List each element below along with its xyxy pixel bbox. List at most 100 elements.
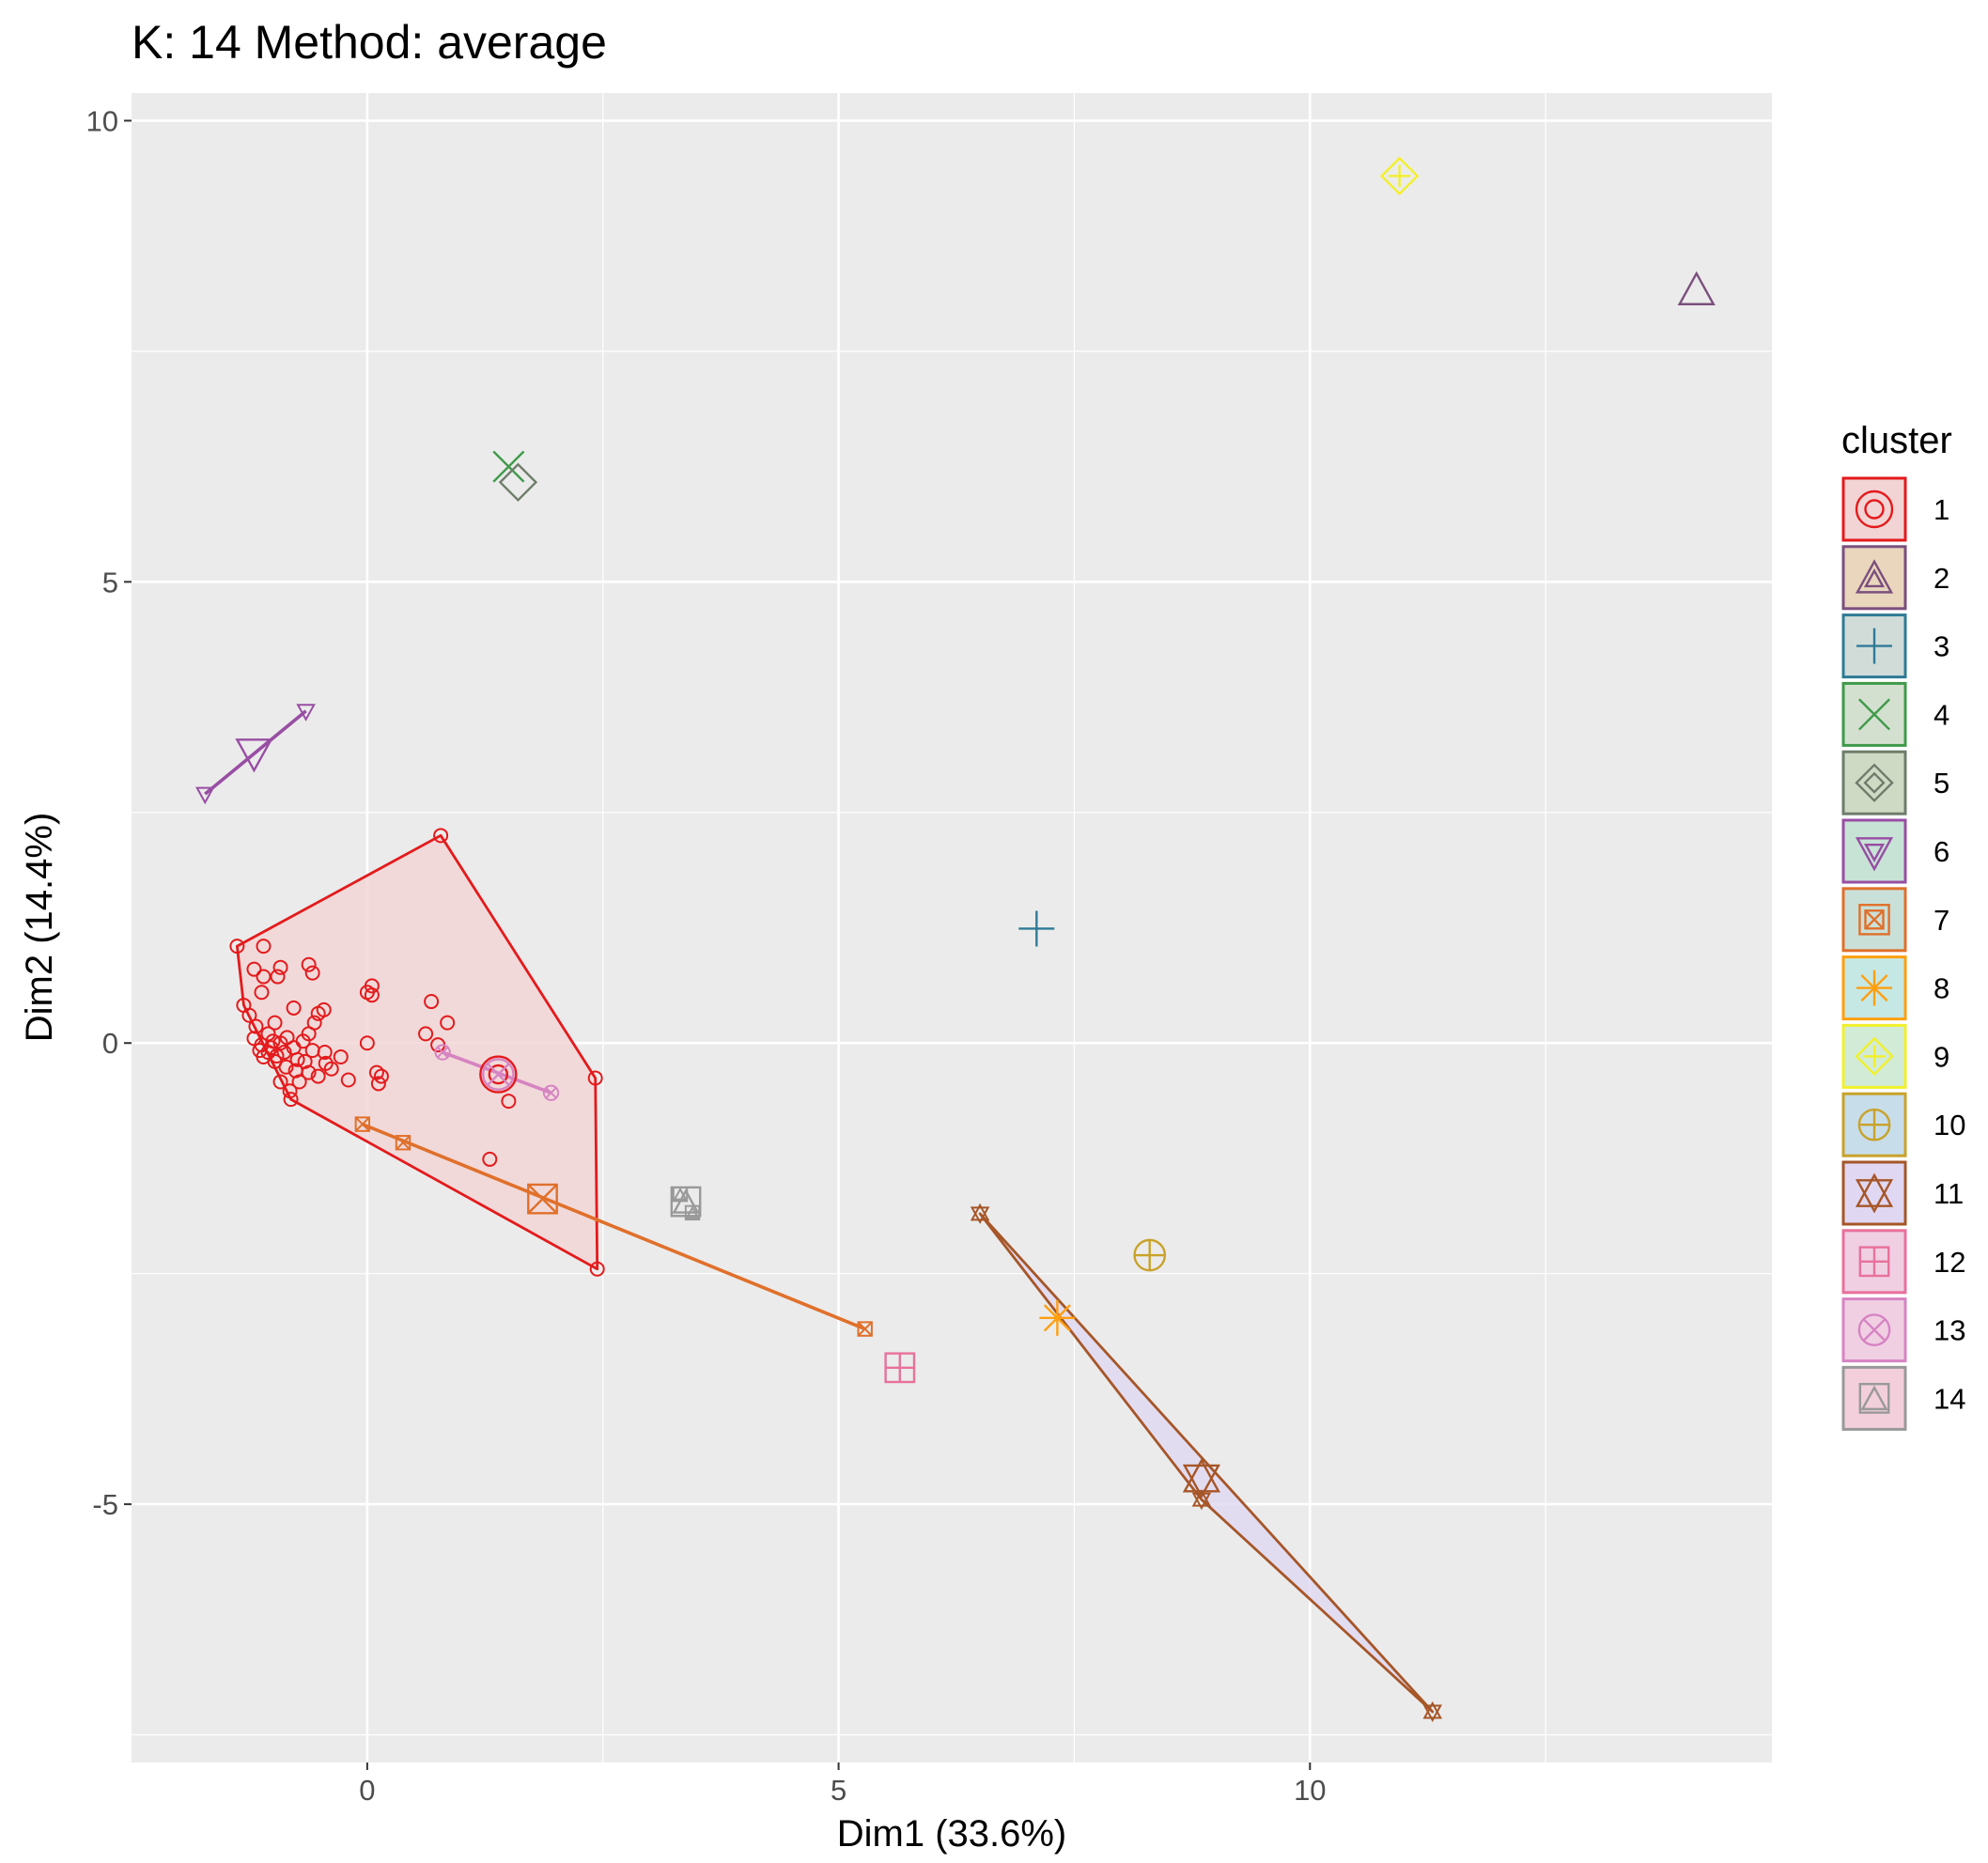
cluster-8-marks xyxy=(1039,1299,1076,1336)
legend-key-box xyxy=(1841,476,1907,542)
marker-part xyxy=(1857,1313,1891,1346)
marker-part xyxy=(1863,568,1886,588)
x-axis-title: Dim1 (33.6%) xyxy=(837,1813,1067,1855)
cluster-1-point xyxy=(316,1001,332,1017)
cluster-9-center xyxy=(1379,156,1420,196)
cluster-1-point xyxy=(269,1048,285,1063)
marker-part xyxy=(857,1321,873,1337)
legend-label: 4 xyxy=(1934,698,1949,731)
cluster-1-marks xyxy=(229,828,605,1277)
marker-part xyxy=(1182,1458,1220,1493)
cluster-7-center xyxy=(527,1183,558,1215)
cluster-1-point xyxy=(270,969,286,985)
cluster-1-point xyxy=(282,1083,298,1099)
marker-part xyxy=(1677,271,1716,305)
x-tick-label: 10 xyxy=(1294,1774,1326,1807)
cluster-1-point xyxy=(283,1092,299,1108)
x-tick-label: 5 xyxy=(831,1774,846,1807)
marker-part xyxy=(1191,1492,1212,1511)
legend-key-symbol xyxy=(1855,1036,1894,1077)
cluster-13-center xyxy=(481,1058,515,1091)
marker-part xyxy=(304,965,320,981)
cluster-3-marks xyxy=(1018,910,1055,947)
legend-label: 11 xyxy=(1934,1177,1964,1210)
legend-label: 8 xyxy=(1934,972,1949,1005)
cluster-1-point xyxy=(418,1026,434,1042)
cluster-14-center xyxy=(670,1186,702,1218)
marker-part xyxy=(235,738,273,773)
cluster-5-center xyxy=(498,462,538,503)
marker-part xyxy=(241,1007,257,1023)
cluster-1-point xyxy=(272,959,288,975)
grid-lines xyxy=(132,93,1772,1762)
legend-item-5: 5 xyxy=(1841,750,1949,815)
legend-key-symbol xyxy=(1858,698,1890,731)
cluster-13-marks xyxy=(434,1044,560,1101)
marker-part xyxy=(1858,698,1890,731)
legend-key-box xyxy=(1841,818,1907,884)
cluster-3-center xyxy=(1018,910,1055,947)
legend-key-symbol xyxy=(1856,628,1892,664)
cluster-11-hull xyxy=(978,1212,1435,1714)
marker-part xyxy=(1043,1304,1071,1332)
marker-part xyxy=(1860,1385,1888,1411)
cluster-1-point xyxy=(241,1007,257,1023)
cluster-1-point xyxy=(252,1043,268,1059)
marker-part xyxy=(354,1116,371,1132)
marker-part xyxy=(437,1046,449,1059)
y-axis-title: Dim2 (14.4%) xyxy=(19,813,60,1043)
cluster-6-center xyxy=(235,738,273,773)
cluster-hulls xyxy=(204,709,1435,1714)
legend-label: 1 xyxy=(1934,493,1949,526)
legend-label: 7 xyxy=(1934,904,1949,937)
chart-title: K: 14 Method: average xyxy=(132,16,607,69)
cluster-7-point xyxy=(354,1116,371,1132)
legend-key-box xyxy=(1841,545,1907,611)
cluster-1-point xyxy=(317,1045,333,1061)
cluster-5-marks xyxy=(498,462,538,503)
cluster-14-marks xyxy=(670,1186,702,1221)
x-tick-label: 0 xyxy=(359,1774,375,1807)
cluster-11-marks xyxy=(970,1203,1443,1723)
marker-part xyxy=(1855,559,1894,594)
cluster-1-point xyxy=(424,994,440,1010)
marker-part xyxy=(970,1203,990,1221)
cluster-4-marks xyxy=(492,450,525,483)
marker-part xyxy=(587,1070,603,1086)
legend-item-8: 8 xyxy=(1841,955,1949,1021)
marker-part xyxy=(359,1035,375,1051)
cluster-11-point xyxy=(970,1203,990,1224)
marker-part xyxy=(333,1048,349,1064)
marker-part xyxy=(359,985,375,1001)
marker-part xyxy=(1864,909,1885,930)
legend-label: 9 xyxy=(1934,1040,1949,1073)
cluster-1-point xyxy=(246,961,262,977)
marker-part xyxy=(291,1074,307,1090)
marker-part xyxy=(1422,1700,1443,1719)
cluster-6-point xyxy=(296,704,316,722)
cluster-1-point xyxy=(301,1064,317,1080)
marker-part xyxy=(296,704,316,722)
marker-part xyxy=(545,1087,557,1099)
marker-part xyxy=(301,1064,317,1080)
marker-part xyxy=(1855,1172,1894,1207)
marker-part xyxy=(542,1084,560,1101)
cluster-1-point xyxy=(589,1261,605,1277)
legend-label: 10 xyxy=(1934,1109,1965,1141)
axes: 0 5 10 10 5 0 -5 xyxy=(86,104,1327,1807)
cluster-9-marks xyxy=(1379,156,1420,196)
legend-label: 14 xyxy=(1934,1382,1965,1415)
legend-item-6: 6 xyxy=(1841,818,1949,884)
marker-part xyxy=(270,969,286,985)
cluster-1-point xyxy=(267,1015,283,1031)
cluster-12-center xyxy=(884,1352,916,1384)
cluster-1-point xyxy=(370,1076,386,1092)
legend-label: 3 xyxy=(1934,630,1949,663)
marker-part xyxy=(479,1055,518,1094)
cluster-1-point xyxy=(265,1033,281,1049)
cluster-1-point xyxy=(587,1070,603,1086)
legend-label: 13 xyxy=(1934,1314,1965,1347)
marker-part xyxy=(396,1135,411,1151)
marker-part xyxy=(1864,909,1885,930)
